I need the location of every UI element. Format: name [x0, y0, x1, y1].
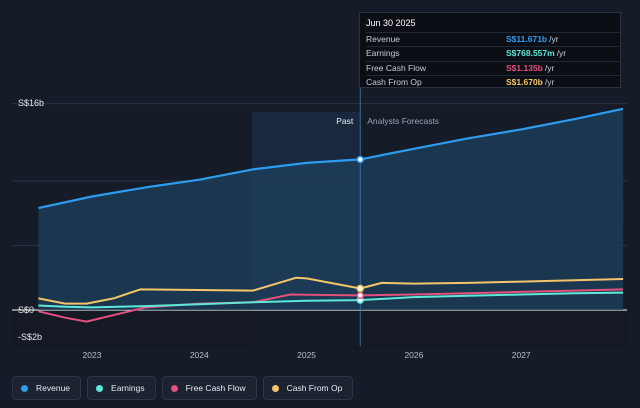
hover-tooltip: Jun 30 2025 Revenue S$11.671b/yr Earnings S…: [359, 12, 621, 88]
series-line-cash-from-op: [38, 276, 624, 305]
tooltip-row: Earnings S$768.557m/yr: [366, 46, 620, 61]
series-line-earnings: [38, 291, 624, 309]
y-label-top: S$16b: [18, 98, 44, 108]
y-label-bottom: -S$2b: [18, 332, 42, 342]
chart-legend: Revenue Earnings Free Cash Flow Cash From O…: [12, 376, 354, 400]
tooltip-row-value: S$1.670b: [506, 77, 543, 87]
tooltip-row-value: S$1.135b: [506, 62, 543, 73]
revenue-area: [38, 108, 624, 310]
financial-line-chart: S$16b S$0 -S$2b Past Analysts Forecasts 2023 2…: [12, 12, 627, 360]
marker-revenue: [356, 155, 364, 164]
tooltip-row-label: Free Cash Flow: [366, 62, 426, 73]
forecast-label: Analysts Forecasts: [367, 116, 439, 126]
legend-label: Revenue: [36, 383, 71, 393]
legend-dot-icon: [96, 384, 104, 392]
tooltip-date: Jun 30 2025: [366, 18, 416, 28]
legend-dot-icon: [271, 384, 279, 392]
tooltip-rows: Revenue S$11.671b/yr Earnings S$768.557m/yr…: [366, 31, 620, 90]
x-tick-label: 2027: [512, 350, 531, 360]
y-label-zero: S$0: [18, 305, 34, 315]
legend-item-free-cash-flow[interactable]: Free Cash Flow: [161, 376, 257, 400]
legend-item-earnings[interactable]: Earnings: [87, 376, 156, 400]
legend-dot-icon: [170, 384, 178, 392]
tooltip-row: Revenue S$11.671b/yr: [366, 31, 620, 47]
past-label: Past: [336, 116, 354, 126]
tooltip-row-value: S$11.671b: [506, 33, 548, 44]
tooltip-row-label: Earnings: [366, 48, 400, 58]
legend-label: Free Cash Flow: [185, 383, 246, 393]
marker-free-cash-flow: [356, 291, 364, 300]
series-line-free-cash-flow: [38, 288, 624, 323]
tooltip-row-label: Revenue: [366, 33, 401, 44]
tooltip-row: Cash From Op S$1.670b/yr: [366, 75, 620, 90]
legend-item-cash-from-op[interactable]: Cash From Op: [262, 376, 354, 400]
legend-item-revenue[interactable]: Revenue: [12, 376, 82, 400]
tooltip-row-value: S$768.557m: [506, 48, 555, 58]
x-tick-label: 2023: [83, 350, 102, 360]
tooltip-row-unit: /yr: [556, 48, 567, 58]
legend-label: Earnings: [111, 383, 145, 393]
legend-label: Cash From Op: [286, 383, 343, 393]
x-tick-label: 2024: [190, 350, 209, 360]
series-line-revenue: [38, 107, 624, 210]
x-tick-label: 2026: [404, 350, 423, 360]
tooltip-row-unit: /yr: [544, 77, 555, 87]
tooltip-row-unit: /yr: [549, 33, 559, 44]
x-tick-label: 2025: [297, 350, 316, 360]
tooltip-row-label: Cash From Op: [366, 77, 422, 87]
below-zero-band: [12, 311, 627, 349]
marker-cash-from-op: [356, 284, 364, 293]
tooltip-row-unit: /yr: [544, 62, 555, 73]
legend-dot-icon: [21, 384, 28, 392]
tooltip-row: Free Cash Flow S$1.135b/yr: [366, 60, 620, 76]
